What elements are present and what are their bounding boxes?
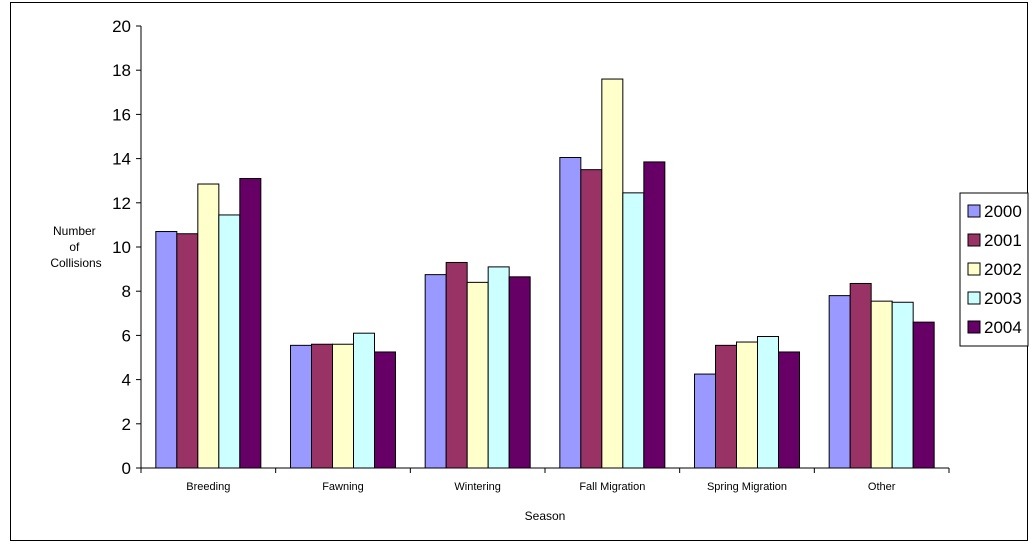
legend-label: 2004 xyxy=(984,318,1022,337)
bar xyxy=(239,177,262,469)
y-tick-label: 4 xyxy=(122,371,131,390)
legend-label: 2001 xyxy=(984,231,1022,250)
legend-label: 2003 xyxy=(984,289,1022,308)
bar xyxy=(445,261,468,469)
bar xyxy=(218,214,241,469)
x-tick-label: Breeding xyxy=(186,481,230,493)
bar xyxy=(580,169,603,469)
y-tick-label: 18 xyxy=(112,61,131,80)
bar xyxy=(828,295,851,469)
bar xyxy=(290,344,312,469)
bar xyxy=(374,351,396,469)
bar xyxy=(508,276,531,469)
bar xyxy=(912,321,935,469)
bar xyxy=(736,341,758,469)
y-tick-label: 12 xyxy=(112,194,131,213)
bar xyxy=(622,192,645,469)
y-axis-label: Number of Collisions xyxy=(50,224,101,270)
y-tick-label: 6 xyxy=(122,326,131,345)
y-axis-label-line: Collisions xyxy=(50,256,101,270)
bar xyxy=(870,300,893,469)
bars xyxy=(155,78,935,469)
x-tick-label: Wintering xyxy=(454,481,500,493)
bar xyxy=(891,301,914,469)
bar xyxy=(487,266,510,469)
bar xyxy=(197,183,220,469)
bar xyxy=(332,343,354,469)
legend-label: 2002 xyxy=(984,260,1022,279)
y-axis-label-line: Number xyxy=(53,224,96,238)
bar xyxy=(176,233,199,469)
legend-swatch xyxy=(967,262,981,276)
y-tick-label: 10 xyxy=(112,238,131,257)
bar xyxy=(694,373,716,469)
bar xyxy=(424,274,447,469)
bar xyxy=(353,332,375,469)
y-tick-label: 0 xyxy=(122,459,131,478)
bar xyxy=(643,161,666,469)
y-axis-label-line: of xyxy=(69,240,80,254)
legend-swatch xyxy=(967,233,981,247)
bar xyxy=(601,78,624,469)
legend: 2000 2001 2002 2003 2004 xyxy=(959,192,1029,347)
bar xyxy=(155,231,178,469)
x-tick-label: Spring Migration xyxy=(707,481,787,493)
legend-label: 2000 xyxy=(984,202,1022,221)
y-tick-label: 16 xyxy=(112,105,131,124)
bar xyxy=(849,282,872,469)
bar xyxy=(757,336,779,469)
legend-swatch xyxy=(967,204,981,218)
x-tick-label: Fawning xyxy=(322,481,364,493)
bar xyxy=(715,344,737,469)
y-tick-label: 20 xyxy=(112,17,131,36)
x-tick-label: Fall Migration xyxy=(579,481,645,493)
bar xyxy=(311,343,333,469)
y-tick-label: 8 xyxy=(122,282,131,301)
bar xyxy=(559,156,582,469)
x-axis-label: Season xyxy=(525,509,566,523)
legend-swatch xyxy=(967,320,981,334)
bar xyxy=(466,281,489,469)
y-tick-label: 2 xyxy=(122,415,131,434)
x-tick-label: Other xyxy=(868,481,896,493)
bar xyxy=(778,351,800,469)
legend-swatch xyxy=(967,291,981,305)
y-tick-label: 14 xyxy=(112,150,131,169)
y-axis-ticks: 0 2 4 6 8 10 12 14 16 18 20 xyxy=(112,17,141,478)
x-axis-categories: Breeding Fawning Wintering Fall Migration Sp… xyxy=(140,468,950,493)
